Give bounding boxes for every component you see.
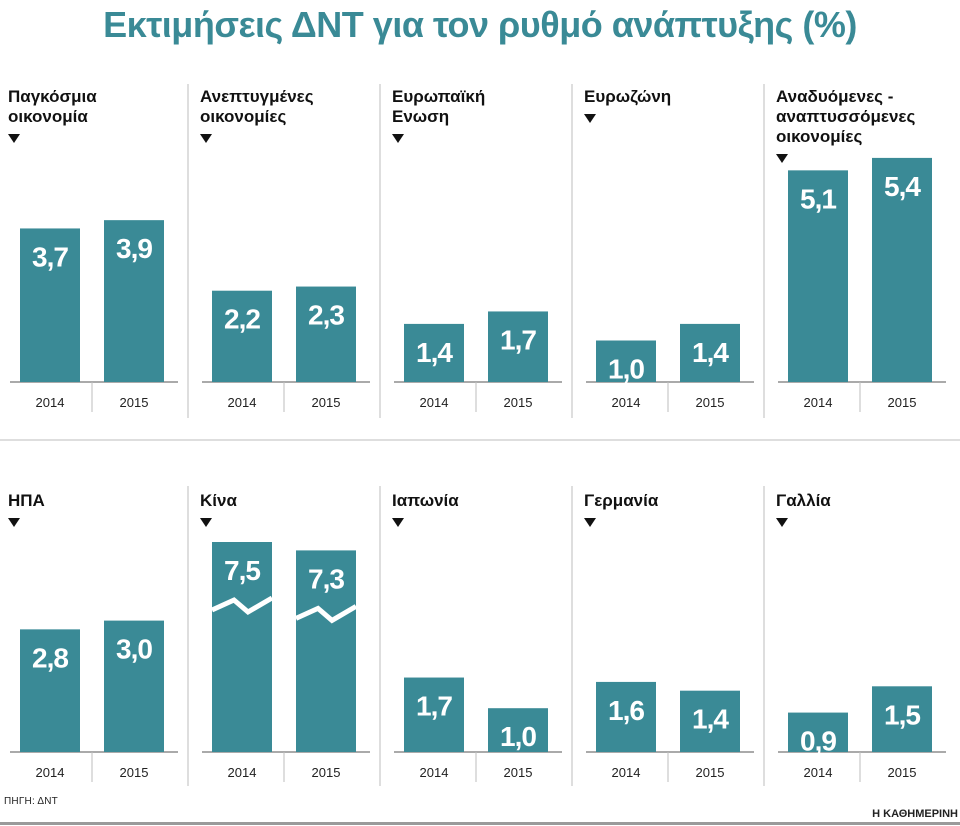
bar-ηπα-2014 [20, 629, 80, 752]
panel-title-ιαπωνία: Ιαπωνία [392, 491, 459, 510]
down-arrow-icon [200, 134, 212, 143]
data-label-ευρωζώνη-2015: 1,4 [692, 337, 729, 368]
down-arrow-icon [8, 518, 20, 527]
year-label-2014: 2014 [228, 765, 257, 780]
panel-title-παγκόσμια-οικονομία: Παγκόσμια [8, 87, 97, 106]
year-label-2014: 2014 [36, 765, 65, 780]
data-label-αναδυόμενες-αναπτυσσόμενες-οικονομίες-2015: 5,4 [884, 171, 921, 202]
data-label-κίνα-2014: 7,5 [224, 555, 260, 586]
data-label-ιαπωνία-2015: 1,0 [500, 721, 536, 752]
year-label-2014: 2014 [804, 395, 833, 410]
year-label-2015: 2015 [312, 765, 341, 780]
panel-title-ευρωπαϊκή-ενωση: Ευρωπαϊκή [392, 87, 485, 106]
panel-title-αναδυόμενες-αναπτυσσόμενες-οικονομίες: οικονομίες [776, 127, 862, 146]
down-arrow-icon [392, 134, 404, 143]
down-arrow-icon [776, 154, 788, 163]
bar-γερμανία-2014 [596, 681, 656, 752]
axis-break-mark [294, 604, 358, 624]
year-label-2014: 2014 [228, 395, 257, 410]
data-label-ανεπτυγμένες-οικονομίες-2014: 2,2 [224, 304, 260, 335]
data-label-γαλλία-2015: 1,5 [884, 699, 920, 730]
data-label-κίνα-2015: 7,3 [308, 563, 344, 594]
year-label-2015: 2015 [120, 765, 149, 780]
bar-αναδυόμενες-αναπτυσσόμενες-οικονομίες-2014 [788, 170, 848, 382]
data-label-ηπα-2015: 3,0 [116, 634, 152, 665]
down-arrow-icon [392, 518, 404, 527]
down-arrow-icon [776, 518, 788, 527]
panel-title-ανεπτυγμένες-οικονομίες: οικονομίες [200, 107, 286, 126]
data-label-ανεπτυγμένες-οικονομίες-2015: 2,3 [308, 300, 344, 331]
data-label-γερμανία-2015: 1,4 [692, 704, 729, 735]
bar-παγκόσμια-οικονομία-2014 [20, 228, 80, 382]
panel-title-αναδυόμενες-αναπτυσσόμενες-οικονομίες: αναπτυσσόμενες [776, 107, 915, 126]
bar-κίνα-2015 [296, 550, 356, 752]
panel-title-ανεπτυγμένες-οικονομίες: Ανεπτυγμένες [200, 87, 314, 106]
down-arrow-icon [200, 518, 212, 527]
bar-ανεπτυγμένες-οικονομίες-2014 [212, 290, 272, 382]
down-arrow-icon [8, 134, 20, 143]
down-arrow-icon [584, 114, 596, 123]
bar-γαλλία-2014 [788, 712, 848, 752]
bar-ευρωπαϊκή-ενωση-2015 [488, 311, 548, 382]
bar-γερμανία-2015 [680, 690, 740, 752]
year-label-2015: 2015 [888, 765, 917, 780]
footer-line [0, 822, 960, 825]
year-label-2015: 2015 [696, 765, 725, 780]
down-arrow-icon [584, 518, 596, 527]
data-label-ευρωπαϊκή-ενωση-2015: 1,7 [500, 324, 536, 355]
bar-ηπα-2015 [104, 620, 164, 752]
data-label-αναδυόμενες-αναπτυσσόμενες-οικονομίες-2014: 5,1 [800, 183, 836, 214]
axis-break-mark [210, 595, 274, 616]
year-label-2014: 2014 [804, 765, 833, 780]
data-label-ευρωπαϊκή-ενωση-2014: 1,4 [416, 337, 453, 368]
panel-title-αναδυόμενες-αναπτυσσόμενες-οικονομίες: Αναδυόμενες - [776, 87, 893, 106]
year-label-2015: 2015 [888, 395, 917, 410]
bar-ιαπωνία-2014 [404, 677, 464, 752]
bar-ευρωζώνη-2014 [596, 340, 656, 382]
bar-ιαπωνία-2015 [488, 708, 548, 752]
data-label-παγκόσμια-οικονομία-2014: 3,7 [32, 241, 68, 272]
year-label-2015: 2015 [312, 395, 341, 410]
bar-γαλλία-2015 [872, 686, 932, 752]
year-label-2014: 2014 [420, 765, 449, 780]
bar-κίνα-2014 [212, 542, 272, 752]
bar-ευρωπαϊκή-ενωση-2014 [404, 323, 464, 382]
panel-title-κίνα: Κίνα [200, 491, 237, 510]
year-label-2014: 2014 [420, 395, 449, 410]
data-label-ευρωζώνη-2014: 1,0 [608, 354, 644, 385]
publisher-brand: Η ΚΑΘΗΜΕΡΙΝΗ [872, 808, 958, 820]
panel-title-παγκόσμια-οικονομία: οικονομία [8, 107, 88, 126]
year-label-2015: 2015 [504, 395, 533, 410]
year-label-2014: 2014 [612, 395, 641, 410]
year-label-2014: 2014 [36, 395, 65, 410]
bar-ανεπτυγμένες-οικονομίες-2015 [296, 286, 356, 382]
data-label-ηπα-2014: 2,8 [32, 642, 68, 673]
data-label-παγκόσμια-οικονομία-2015: 3,9 [116, 233, 152, 264]
bar-παγκόσμια-οικονομία-2015 [104, 220, 164, 382]
chart-title: Εκτιμήσεις ΔΝΤ για τον ρυθμό ανάπτυξης (… [103, 4, 857, 45]
panel-title-γερμανία: Γερμανία [584, 491, 659, 510]
panel-title-ηπα: ΗΠΑ [8, 491, 45, 510]
source-note: ΠΗΓΗ: ΔΝΤ [4, 796, 58, 807]
data-label-γερμανία-2014: 1,6 [608, 695, 644, 726]
data-label-γαλλία-2014: 0,9 [800, 726, 836, 757]
year-label-2015: 2015 [120, 395, 149, 410]
year-label-2015: 2015 [504, 765, 533, 780]
bar-αναδυόμενες-αναπτυσσόμενες-οικονομίες-2015 [872, 157, 932, 382]
panel-title-ευρωπαϊκή-ενωση: Ενωση [392, 107, 449, 126]
bar-ευρωζώνη-2015 [680, 323, 740, 382]
panel-title-ευρωζώνη: Ευρωζώνη [584, 87, 671, 106]
panel-title-γαλλία: Γαλλία [776, 491, 831, 510]
data-label-ιαπωνία-2014: 1,7 [416, 691, 452, 722]
year-label-2014: 2014 [612, 765, 641, 780]
year-label-2015: 2015 [696, 395, 725, 410]
